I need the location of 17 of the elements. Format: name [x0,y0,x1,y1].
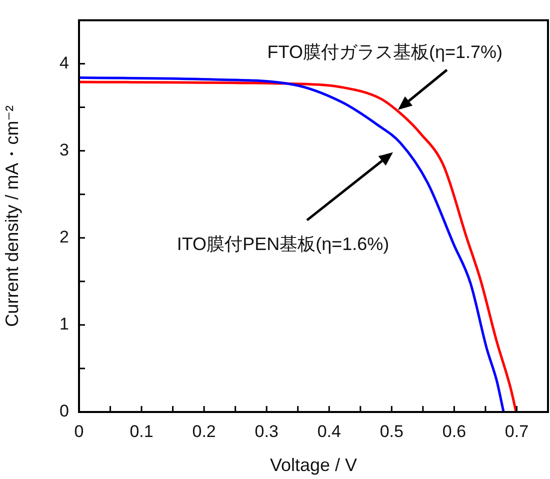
y-axis-title: Current density / mA・cm⁻² [2,105,22,327]
y-tick-label: 4 [60,53,69,72]
x-tick-label: 0 [74,422,84,441]
y-tick-label: 3 [60,140,69,160]
annotation: ITO膜付PEN基板(η=1.6%) [176,234,390,254]
x-tick-label: 0.3 [254,422,278,441]
x-tick-label: 0.4 [317,422,341,441]
annotation: FTO膜付ガラス基板(η=1.7%) [267,42,503,62]
y-tick-label: 0 [60,402,69,421]
x-tick-label: 0.5 [380,422,404,441]
x-tick-label: 0.7 [504,422,529,441]
x-tick-label: 0.1 [130,422,154,441]
y-tick-label: 2 [60,228,69,247]
x-axis-title: Voltage / V [270,455,358,476]
y-tick-label: 1 [60,314,69,334]
x-tick-label: 0.6 [442,422,466,441]
x-tick-label: 0.2 [192,422,216,441]
